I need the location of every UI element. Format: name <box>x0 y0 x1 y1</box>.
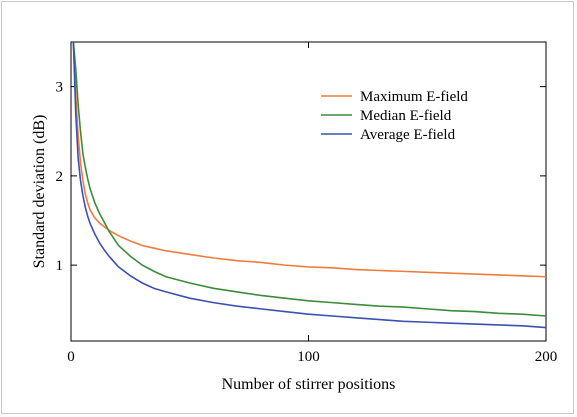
y-tick-label: 2 <box>56 169 64 185</box>
series-line-average-e-field <box>72 41 547 329</box>
x-tick-label: 200 <box>535 349 558 365</box>
plot-area <box>70 41 547 342</box>
series-line-median-e-field <box>72 41 547 317</box>
legend-label-average-e-field: Average E-field <box>360 127 456 143</box>
x-tick-label: 0 <box>67 349 75 365</box>
legend-label-maximum-e-field: Maximum E-field <box>360 89 468 105</box>
y-tick-label: 3 <box>56 80 64 96</box>
series-line-maximum-e-field <box>72 41 547 278</box>
y-axis-title: Standard deviation (dB) <box>31 115 48 269</box>
x-tick-label: 100 <box>297 349 320 365</box>
y-tick-label: 1 <box>56 258 64 274</box>
legend-label-median-e-field: Median E-field <box>360 108 452 124</box>
x-axis-title: Number of stirrer positions <box>222 376 396 393</box>
